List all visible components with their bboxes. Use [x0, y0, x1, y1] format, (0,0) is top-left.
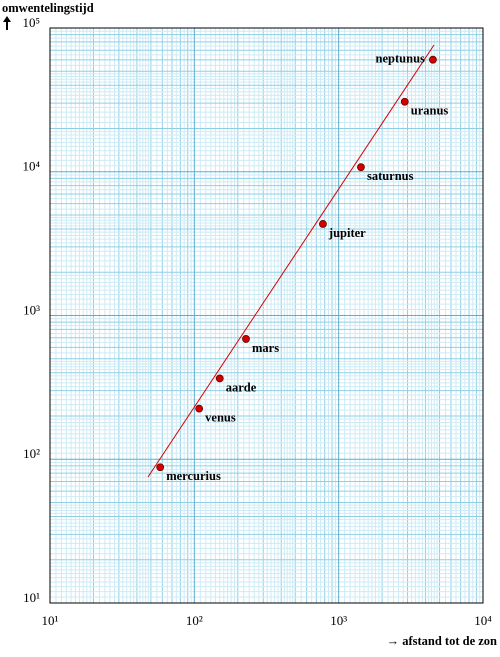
- y-arrow: [3, 16, 11, 30]
- y-tick-label: 10⁵: [22, 15, 40, 30]
- y-tick-label: 10⁴: [22, 159, 40, 174]
- y-tick-label: 10¹: [23, 590, 40, 605]
- y-tick-label: 10²: [23, 446, 40, 461]
- y-tick-label: 10³: [23, 302, 40, 317]
- planet-point: [156, 463, 165, 472]
- planet-point: [242, 335, 250, 343]
- planet-point: [195, 404, 204, 413]
- grid: [49, 27, 484, 604]
- y-axis-label: omwentelingstijd: [2, 1, 94, 15]
- planet-label: venus: [205, 410, 236, 424]
- x-tick-label: 10²: [186, 613, 203, 628]
- fit-line: [147, 44, 435, 478]
- planet-label: aarde: [226, 380, 257, 394]
- planet-point: [215, 374, 224, 383]
- x-axis-label: → afstand tot de zon: [387, 634, 497, 648]
- planet-label: jupiter: [328, 226, 366, 240]
- planet-point: [357, 163, 365, 172]
- planet-label: mercurius: [166, 469, 221, 483]
- x-tick-label: 10³: [330, 613, 347, 628]
- plot-border: [49, 27, 484, 604]
- planet-point: [319, 220, 327, 228]
- planet-point: [429, 55, 437, 64]
- x-tick-label: 10¹: [42, 613, 59, 628]
- planet-label: mars: [252, 341, 279, 355]
- x-tick-label: 10⁴: [474, 613, 492, 628]
- planet-point: [400, 97, 409, 106]
- planet-label: uranus: [411, 104, 449, 118]
- planet-label: saturnus: [367, 169, 414, 183]
- planet-label: neptunus: [376, 52, 425, 66]
